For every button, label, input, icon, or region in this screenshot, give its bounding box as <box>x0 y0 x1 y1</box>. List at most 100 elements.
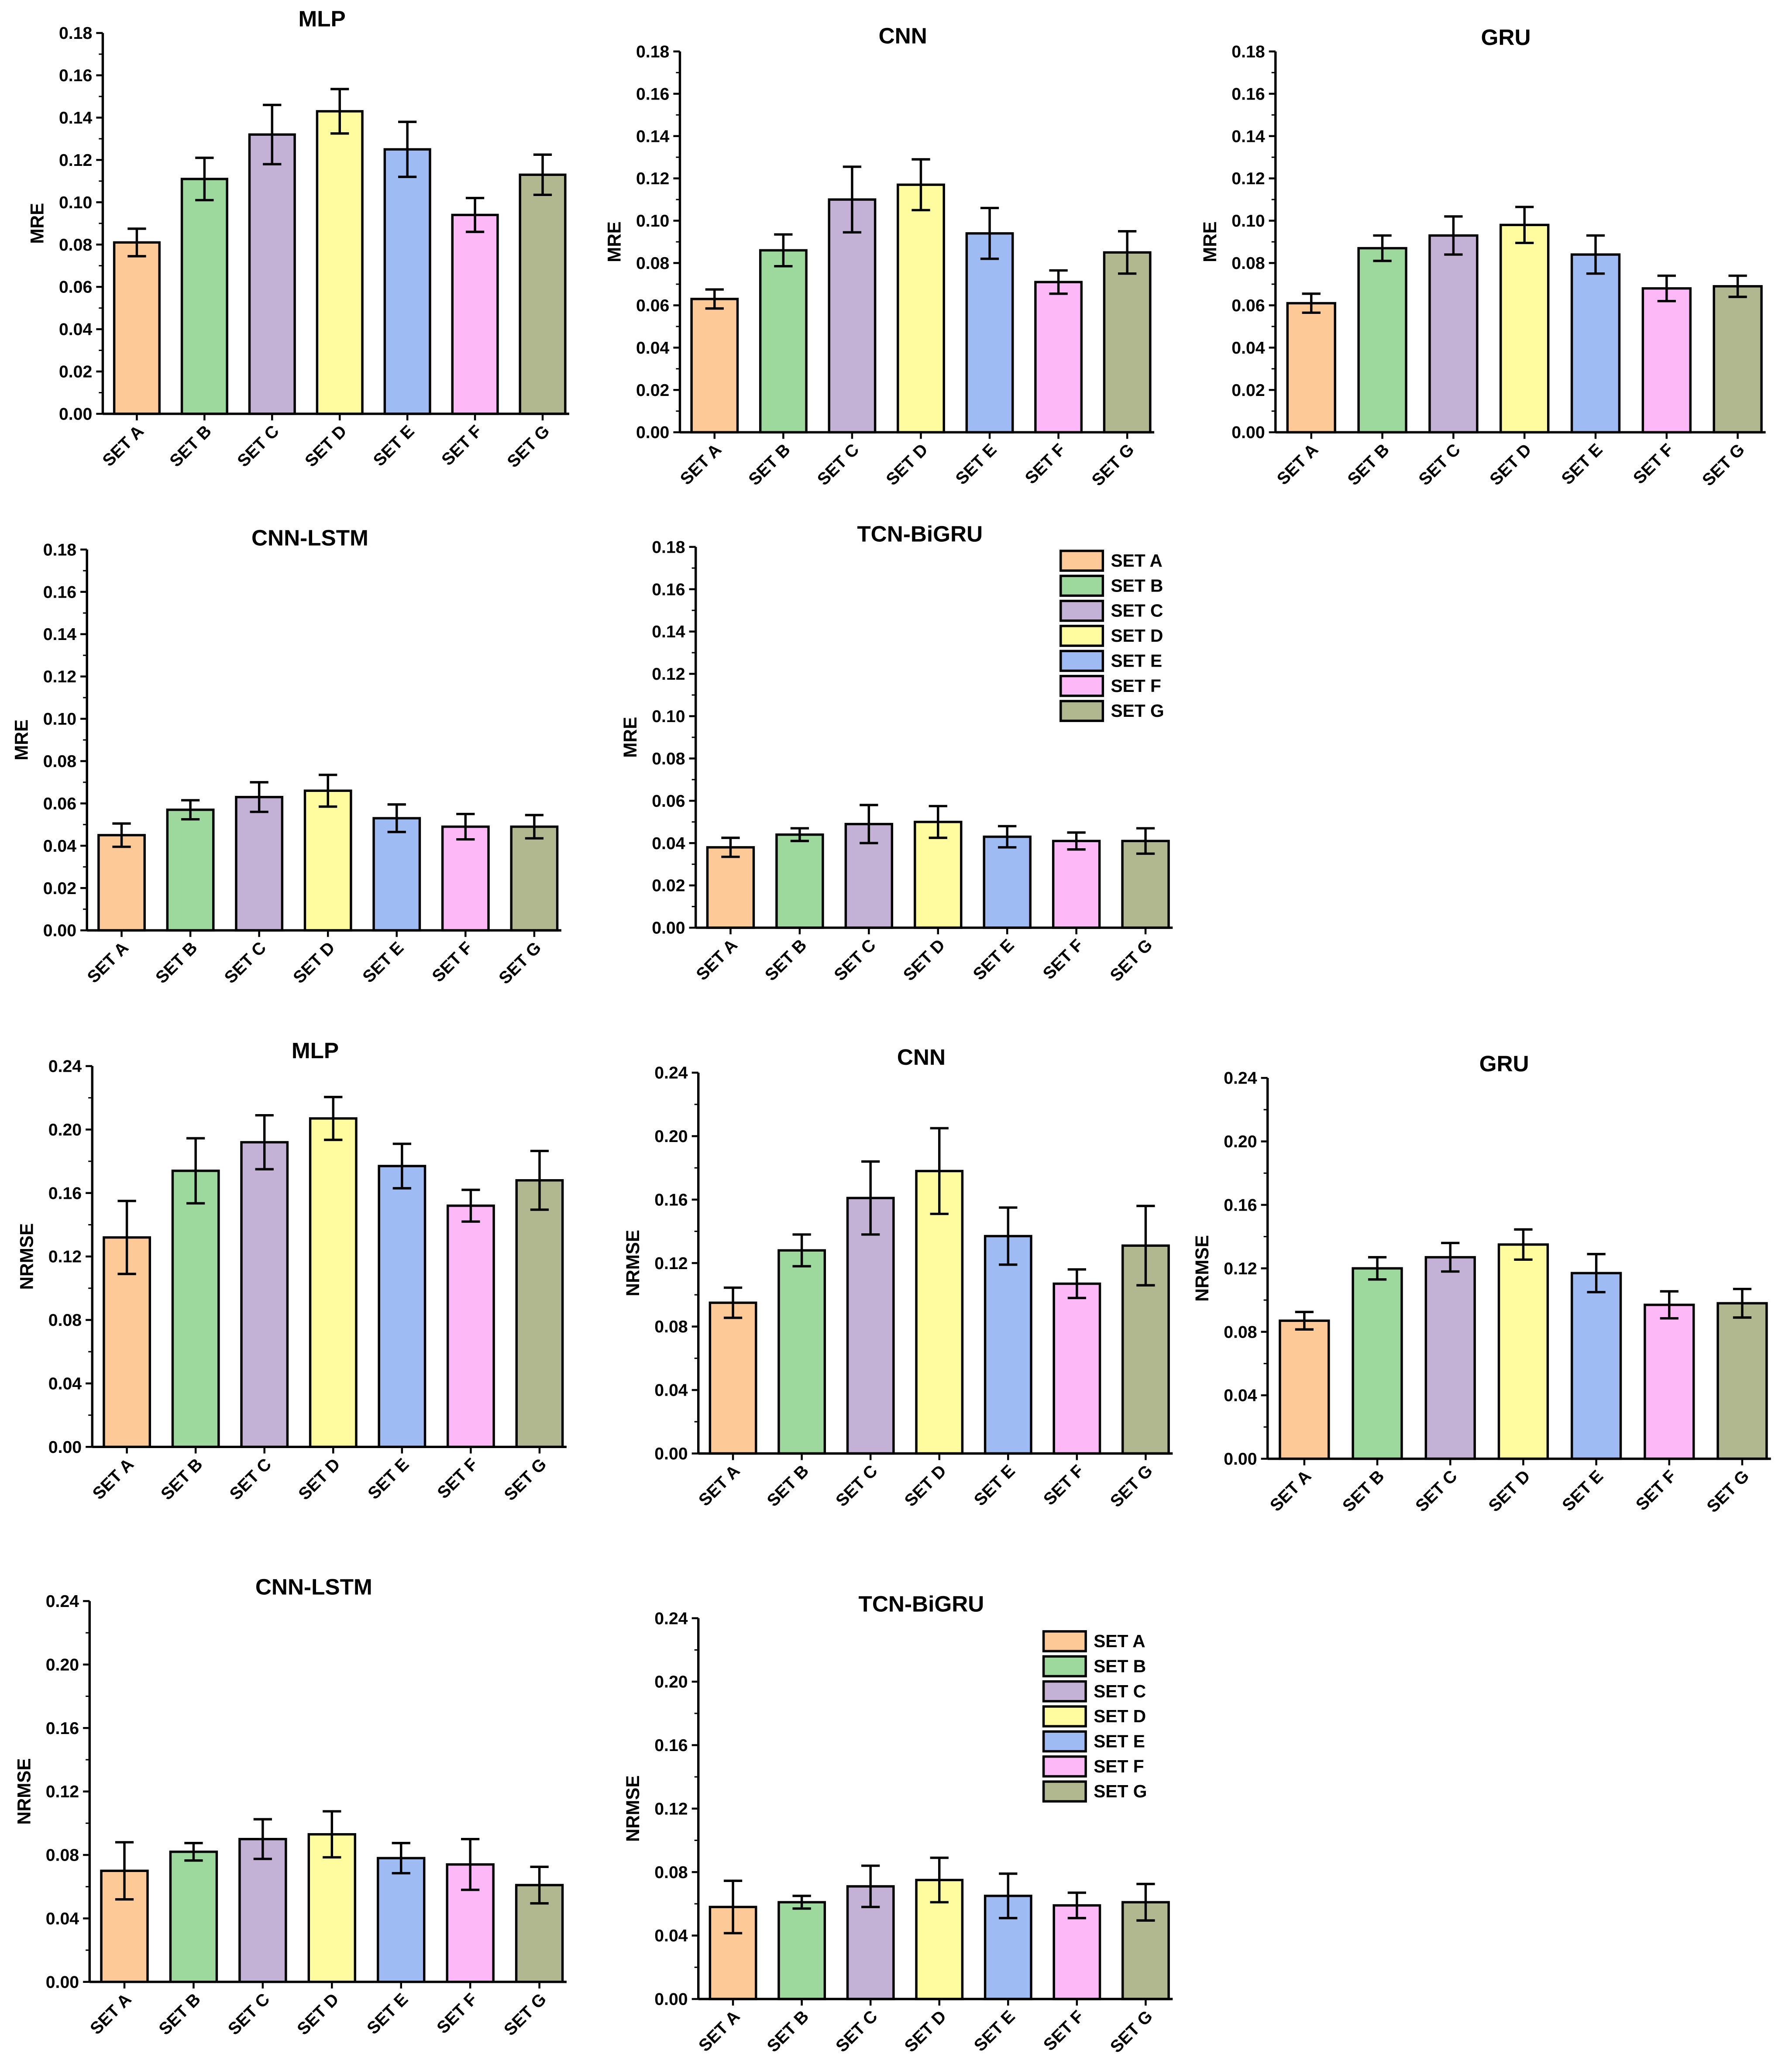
y-tick-label: 0.12 <box>1231 169 1265 188</box>
y-tick-label: 0.18 <box>652 537 685 557</box>
error-bar <box>1728 274 1747 298</box>
bar-set-f <box>441 825 490 932</box>
chart-title: CNN-LSTM <box>255 1574 372 1599</box>
bar-set-b <box>775 833 824 929</box>
error-bar <box>1067 1891 1086 1920</box>
x-tick-label: SET F <box>1040 1461 1088 1509</box>
bar-set-d <box>316 110 364 415</box>
legend-label: SET A <box>1111 551 1162 571</box>
y-tick-label: 0.12 <box>654 1254 688 1273</box>
legend-label: SET E <box>1094 1731 1145 1751</box>
legend-label: SET C <box>1094 1681 1146 1701</box>
y-tick-label: 0.08 <box>654 1317 688 1336</box>
x-tick-label: SET B <box>1339 1466 1388 1516</box>
bar-set-g <box>1121 840 1170 929</box>
chart-panel: CNN NRMSE 0.00 0.04 0.08 0.12 0.16 0.20 0.24 SET … <box>623 1045 1173 1511</box>
y-tick-label: 0.20 <box>654 1127 688 1146</box>
x-tick-label: SET B <box>152 938 201 987</box>
y-tick-label: 0.24 <box>1224 1069 1257 1088</box>
y-tick-label: 0.12 <box>59 151 92 170</box>
chart-panel: MLP MRE 0.00 0.02 0.04 0.06 0.08 0.10 0.12 0.14 0.… <box>27 6 569 471</box>
x-tick-label: SET D <box>882 440 932 489</box>
chart-title: TCN-BiGRU <box>859 1592 984 1617</box>
error-bar <box>999 1206 1018 1266</box>
bar-set-d <box>307 1833 357 1983</box>
chart-panel: TCN-BiGRU MRE 0.00 0.02 0.04 0.06 0.08 0.10 0.12… <box>620 522 1173 985</box>
x-tick-label: SET A <box>692 936 741 984</box>
y-tick-label: 0.16 <box>652 580 685 599</box>
x-tick-label: SET G <box>1088 440 1138 490</box>
legend-swatch <box>1059 674 1104 697</box>
bar-set-b <box>777 1901 826 2000</box>
legend-label: SET C <box>1111 601 1163 621</box>
x-tick-label: SET A <box>695 2007 744 2056</box>
error-bar <box>323 1810 341 1859</box>
legend-swatch <box>1059 700 1104 722</box>
error-bar <box>324 1096 343 1141</box>
y-tick-label: 0.08 <box>652 749 685 768</box>
bar-set-b <box>166 809 215 932</box>
error-bar <box>398 120 417 178</box>
y-tick-label: 0.10 <box>652 707 685 726</box>
bar-set-b <box>171 1170 220 1449</box>
y-tick-label: 0.12 <box>46 1782 79 1801</box>
error-bar <box>1441 1242 1460 1273</box>
x-tick-label: SET D <box>1486 440 1535 489</box>
bar-set-c <box>238 1837 287 1983</box>
x-tick-label: SET G <box>1107 2007 1156 2057</box>
y-tick-label: 0.04 <box>59 320 93 339</box>
bar-set-g <box>1713 285 1763 434</box>
y-tick-label: 0.14 <box>1231 127 1265 146</box>
error-bar <box>930 1127 949 1215</box>
x-tick-label: SET A <box>89 1455 138 1504</box>
bar-set-b <box>1352 1267 1403 1460</box>
bar-set-c <box>846 1197 895 1455</box>
bar-set-a <box>113 241 161 415</box>
error-bar <box>980 206 999 260</box>
error-bar <box>999 1872 1018 1920</box>
x-tick-label: SET A <box>86 1989 135 2038</box>
bar-set-f <box>1641 287 1692 434</box>
error-bar <box>774 233 793 268</box>
bar-set-g <box>1716 1302 1768 1460</box>
bar-set-c <box>248 133 296 415</box>
y-axis-label: NRMSE <box>623 1230 643 1297</box>
error-bar <box>705 288 724 310</box>
x-tick-label: SET C <box>1412 1466 1461 1516</box>
x-tick-label: SET B <box>763 2007 812 2056</box>
y-tick-label: 0.06 <box>652 791 685 811</box>
y-tick-label: 0.18 <box>43 540 76 559</box>
x-tick-label: SET E <box>363 1989 412 2038</box>
error-bar <box>392 1842 410 1875</box>
y-tick-label: 0.16 <box>48 1184 82 1203</box>
legend-swatch <box>1042 1680 1087 1703</box>
y-tick-label: 0.00 <box>1224 1449 1257 1469</box>
x-tick-label: SET C <box>830 936 880 985</box>
x-tick-label: SET F <box>1021 440 1069 488</box>
x-tick-label: SET G <box>495 938 545 988</box>
error-bar <box>127 227 146 258</box>
x-tick-label: SET D <box>301 421 351 471</box>
bar-set-e <box>372 817 421 932</box>
y-tick-label: 0.06 <box>43 794 76 813</box>
error-bar <box>843 165 862 234</box>
bar-set-f <box>1052 1904 1101 2000</box>
x-tick-label: SET A <box>1273 440 1322 489</box>
bar-set-d <box>303 789 352 932</box>
x-tick-label: SET E <box>359 938 407 987</box>
bar-set-b <box>1357 247 1407 434</box>
legend-swatch <box>1059 625 1104 647</box>
legend-label: SET B <box>1111 575 1163 595</box>
error-bar <box>1118 230 1137 275</box>
bar-set-a <box>709 1301 757 1455</box>
legend-label: SET F <box>1111 676 1161 696</box>
x-tick-label: SET C <box>226 1455 275 1504</box>
error-bar <box>929 805 947 839</box>
y-tick-label: 0.20 <box>48 1120 82 1139</box>
bar-set-c <box>235 796 284 932</box>
x-tick-label: SET G <box>1107 1461 1156 1511</box>
y-tick-label: 0.08 <box>46 1846 79 1865</box>
y-axis-label: NRMSE <box>1192 1235 1212 1302</box>
x-tick-label: SET G <box>503 421 553 471</box>
error-bar <box>1657 274 1676 303</box>
